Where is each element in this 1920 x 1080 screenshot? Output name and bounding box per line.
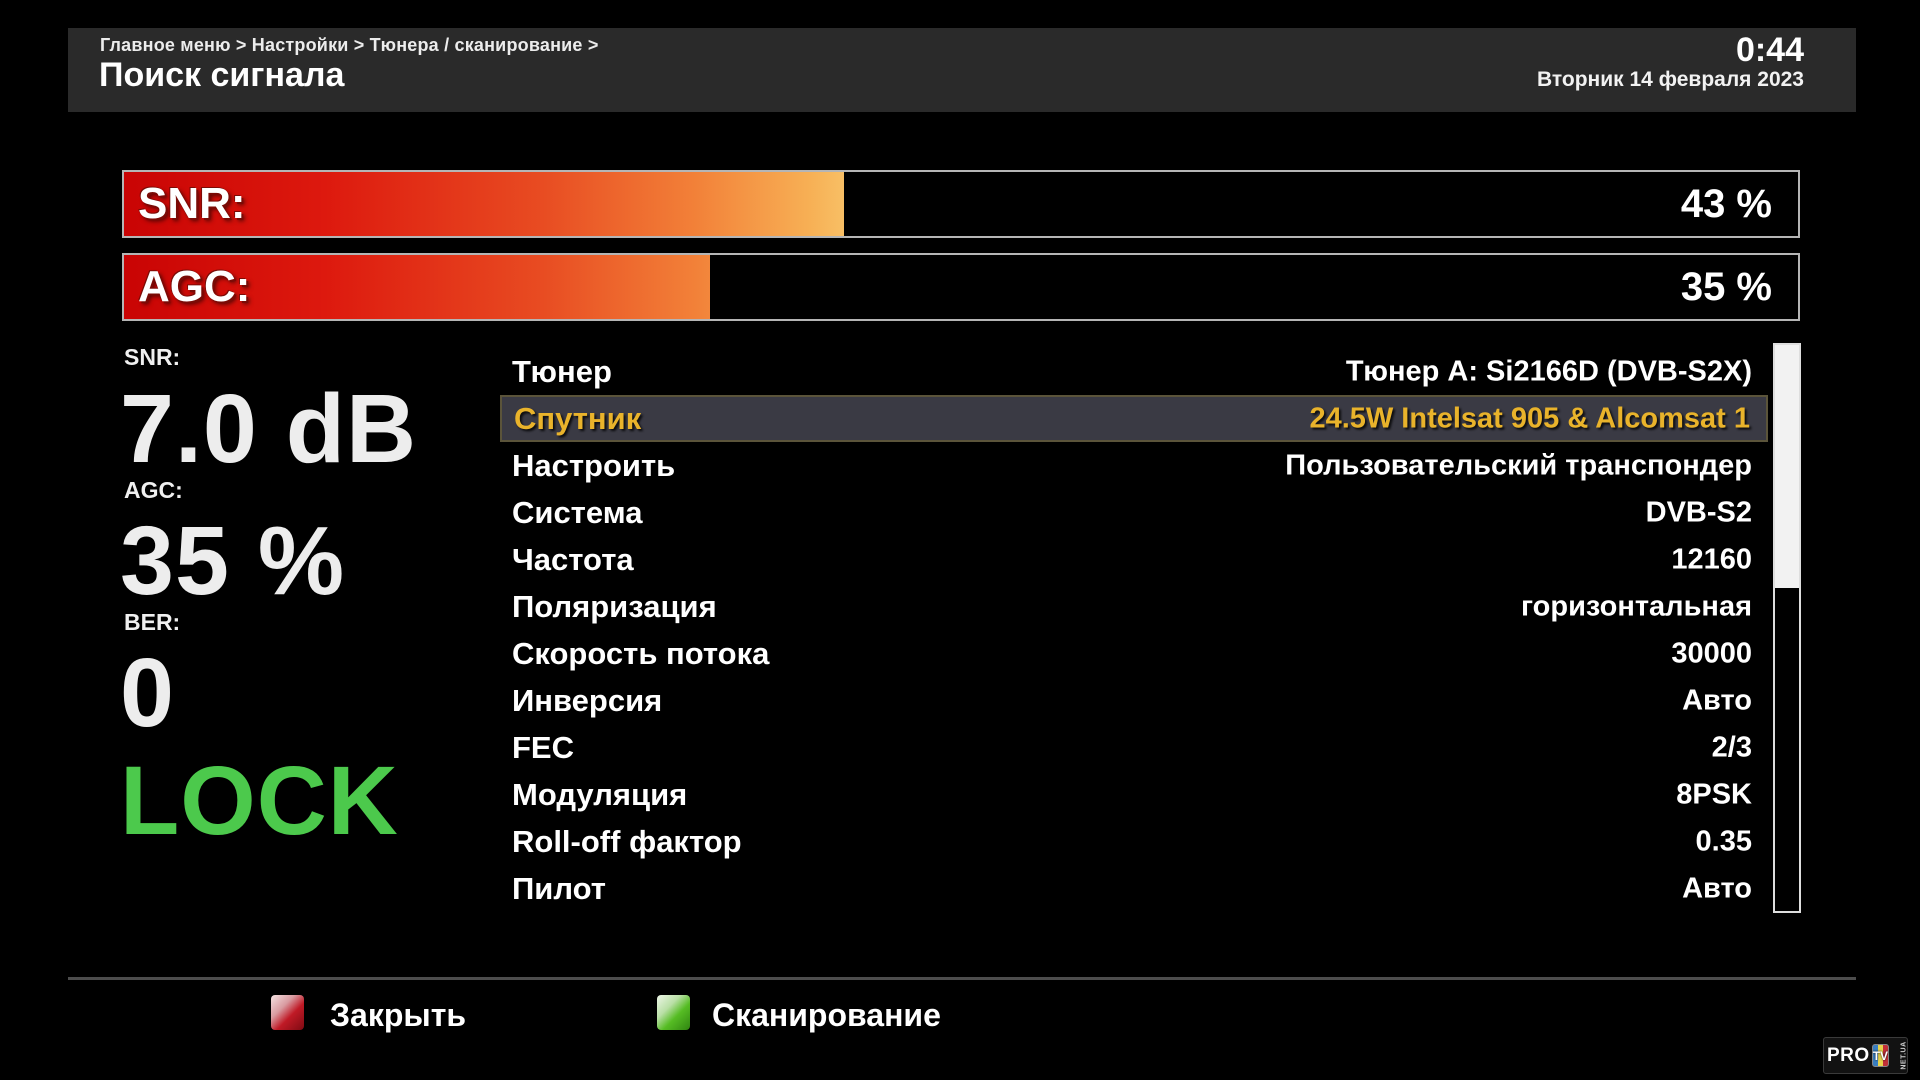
breadcrumb: Главное меню > Настройки > Тюнера / скан… (100, 35, 599, 55)
clock: 0:44 (1735, 31, 1804, 69)
menu-item-label: Система (512, 494, 643, 530)
menu-scrollbar[interactable] (1773, 343, 1801, 913)
menu-item-fec[interactable]: FEC 2/3 (500, 724, 1768, 771)
date: Вторник 14 февраля 2023 (1536, 68, 1804, 91)
agc-bar-label: AGC: (138, 262, 251, 311)
agc-bar-value: 35 % (1680, 265, 1772, 309)
logo-pro-text: PRO (1827, 1044, 1870, 1066)
snr-signal-bar: SNR: 43 % (122, 170, 1800, 238)
ber-stat-label: BER: (124, 609, 181, 635)
menu-item-label: Roll-off фактор (512, 823, 742, 859)
menu-item-label: Тюнер (512, 353, 612, 389)
menu-item-satellite[interactable]: Спутник 24.5W Intelsat 905 & Alcomsat 1 (500, 395, 1768, 442)
menu-item-label: Поляризация (512, 588, 717, 624)
agc-stat-label: AGC: (124, 477, 183, 503)
snr-bar-label: SNR: (138, 179, 246, 228)
menu-item-label: Частота (512, 541, 634, 577)
clock-date-block: 0:44 Вторник 14 февраля 2023 (1537, 32, 1804, 92)
agc-signal-bar: AGC: 35 % (122, 253, 1800, 321)
tv-icon: TV (1871, 1044, 1890, 1067)
scrollbar-thumb[interactable] (1775, 345, 1799, 589)
menu-item-configure[interactable]: Настроить Пользовательский транспондер (500, 442, 1768, 489)
menu-item-value: Тюнер A: Si2166D (DVB-S2X) (1345, 355, 1752, 387)
menu-item-value: 8PSK (1676, 778, 1752, 810)
page-title: Поиск сигнала (99, 56, 345, 94)
agc-stat-value: 35 % (120, 506, 346, 615)
menu-item-value: 12160 (1671, 543, 1752, 575)
menu-item-value: 30000 (1671, 637, 1752, 669)
menu-item-value: 24.5W Intelsat 905 & Alcomsat 1 (1309, 402, 1750, 434)
menu-item-value: Авто (1682, 872, 1752, 904)
menu-item-symbol-rate[interactable]: Скорость потока 30000 (500, 630, 1768, 677)
menu-item-value: 2/3 (1711, 731, 1752, 763)
menu-item-value: Авто (1682, 684, 1752, 716)
menu-item-label: FEC (512, 729, 574, 765)
green-key-icon[interactable] (657, 995, 690, 1030)
menu-item-value: Пользовательский транспондер (1285, 449, 1752, 481)
footer-divider (68, 977, 1856, 980)
menu-item-system[interactable]: Система DVB-S2 (500, 489, 1768, 536)
snr-bar-value: 43 % (1680, 182, 1772, 226)
logo-suffix-text: NET.UA (1900, 1041, 1908, 1070)
menu-item-label: Спутник (514, 400, 642, 436)
menu-item-label: Настроить (512, 447, 676, 483)
menu-item-frequency[interactable]: Частота 12160 (500, 536, 1768, 583)
menu-item-label: Модуляция (512, 776, 688, 812)
menu-item-polarization[interactable]: Поляризация горизонтальная (500, 583, 1768, 630)
menu-item-pilot[interactable]: Пилот Авто (500, 865, 1768, 912)
menu-item-value: DVB-S2 (1645, 496, 1752, 528)
lock-status: LOCK (120, 746, 399, 855)
snr-stat-value: 7.0 dB (120, 374, 418, 483)
menu-item-label: Пилот (512, 870, 606, 906)
snr-stat-label: SNR: (124, 344, 181, 370)
red-key-icon[interactable] (271, 995, 304, 1030)
menu-item-label: Инверсия (512, 682, 663, 718)
menu-item-value: горизонтальная (1520, 590, 1752, 622)
header: Главное меню > Настройки > Тюнера / скан… (68, 28, 1856, 112)
ber-stat-value: 0 (120, 638, 175, 747)
agc-bar-empty (709, 255, 1798, 319)
menu-item-inversion[interactable]: Инверсия Авто (500, 677, 1768, 724)
menu-item-label: Скорость потока (512, 635, 770, 671)
menu-item-rolloff[interactable]: Roll-off фактор 0.35 (500, 818, 1768, 865)
menu-item-modulation[interactable]: Модуляция 8PSK (500, 771, 1768, 818)
menu-item-tuner[interactable]: Тюнер Тюнер A: Si2166D (DVB-S2X) (500, 348, 1768, 395)
menu-item-value: 0.35 (1695, 825, 1752, 857)
protv-logo: PRO TV NET.UA (1823, 1037, 1908, 1074)
close-button[interactable]: Закрыть (330, 997, 467, 1033)
scan-button[interactable]: Сканирование (712, 997, 941, 1033)
snr-bar-empty (843, 172, 1798, 236)
